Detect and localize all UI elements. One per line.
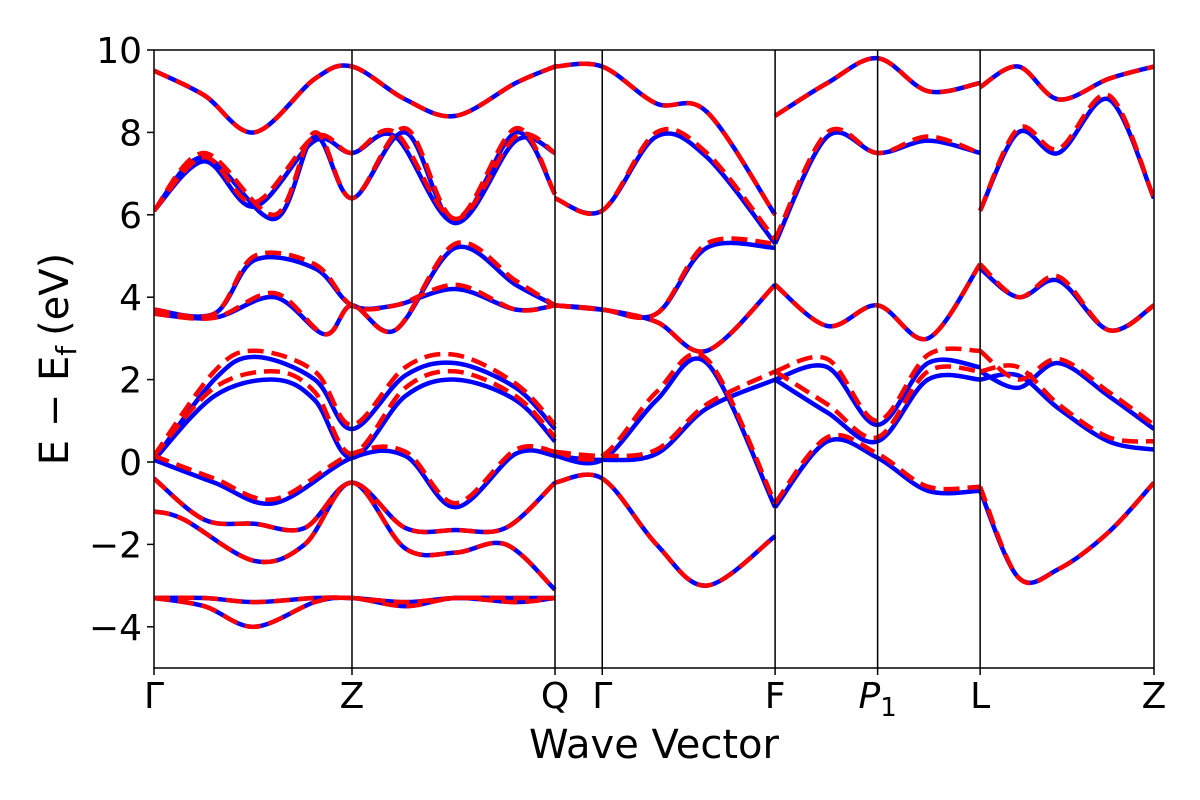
- band-line: [978, 266, 1154, 333]
- x-tick-label-main: Γ: [592, 676, 612, 717]
- x-tick-label-main: Z: [1142, 676, 1167, 717]
- band-line: [554, 472, 777, 588]
- band-line: [154, 444, 556, 506]
- y-axis-title-subscript: f: [50, 345, 83, 356]
- band-line: [978, 349, 1154, 427]
- y-tick-label: 0: [119, 443, 142, 484]
- band-line: [154, 476, 557, 535]
- x-tick-label: Z: [1142, 676, 1167, 717]
- band-line: [154, 448, 556, 510]
- y-tick-label: 8: [119, 113, 142, 154]
- band-line: [978, 92, 1154, 212]
- y-tick-label: 10: [96, 31, 142, 72]
- bands-layer: [154, 55, 1154, 630]
- x-axis-title: Wave Vector: [529, 722, 780, 768]
- x-tick-label: Z: [340, 676, 365, 717]
- band-line: [773, 126, 981, 241]
- band-line: [554, 283, 777, 354]
- band-series-1: [154, 55, 1154, 630]
- band-line: [979, 360, 1154, 431]
- x-tick-label-subscript: 1: [880, 693, 897, 723]
- x-tick-label: L: [970, 676, 990, 717]
- y-tick-label: 6: [119, 196, 142, 237]
- plot-frame: [153, 49, 1155, 669]
- band-line: [154, 126, 558, 222]
- band-line: [554, 351, 778, 505]
- y-tick-label: −2: [89, 525, 142, 566]
- band-line: [154, 63, 556, 135]
- x-axis-ticks: Γ Z Q Γ F P1 L Z: [144, 668, 1166, 723]
- x-tick-label-main: Z: [340, 676, 365, 717]
- x-tick-label-main: P: [858, 676, 880, 717]
- band-line: [554, 61, 777, 217]
- band-line: [978, 481, 1154, 586]
- band-line: [978, 481, 1154, 585]
- y-axis-title-unit: (eV): [32, 253, 78, 336]
- band-line: [554, 283, 777, 354]
- x-tick-label: Q: [541, 676, 569, 717]
- kpoint-lines: [351, 50, 981, 668]
- x-tick-label-main: L: [970, 676, 990, 717]
- x-tick-label-main: Γ: [144, 676, 164, 717]
- band-line: [773, 55, 981, 118]
- band-line: [979, 363, 1154, 444]
- y-axis-title: E − Ef (eV): [32, 253, 83, 466]
- band-line: [554, 131, 777, 245]
- y-tick-label: 4: [119, 278, 142, 319]
- band-line: [154, 377, 557, 462]
- band-line: [154, 348, 557, 458]
- band-line: [978, 262, 1154, 333]
- band-line: [773, 432, 981, 505]
- x-tick-label-main: Q: [541, 676, 569, 717]
- x-tick-label: F: [765, 676, 786, 717]
- band-line: [154, 480, 557, 592]
- band-line: [978, 96, 1154, 212]
- band-line: [554, 472, 777, 588]
- band-line: [978, 64, 1154, 102]
- band-line: [154, 130, 557, 226]
- y-axis-title-main: E − E: [32, 356, 78, 466]
- band-line: [554, 369, 777, 459]
- x-tick-label: Γ: [592, 676, 612, 717]
- band-line: [554, 126, 777, 241]
- band-line: [154, 480, 557, 592]
- x-tick-label: Γ: [144, 676, 164, 717]
- band-line: [154, 63, 556, 135]
- x-tick-label: P1: [858, 676, 896, 723]
- band-line: [554, 61, 777, 217]
- band-line: [154, 368, 557, 458]
- y-axis-ticks: −4 −2 0 2 4 6 8 10: [89, 31, 154, 649]
- band-line: [554, 236, 776, 321]
- x-tick-label-main: F: [765, 676, 786, 717]
- band-line: [154, 240, 557, 337]
- band-line: [154, 131, 557, 226]
- y-tick-label: 2: [119, 361, 142, 402]
- y-tick-label: −4: [89, 608, 142, 649]
